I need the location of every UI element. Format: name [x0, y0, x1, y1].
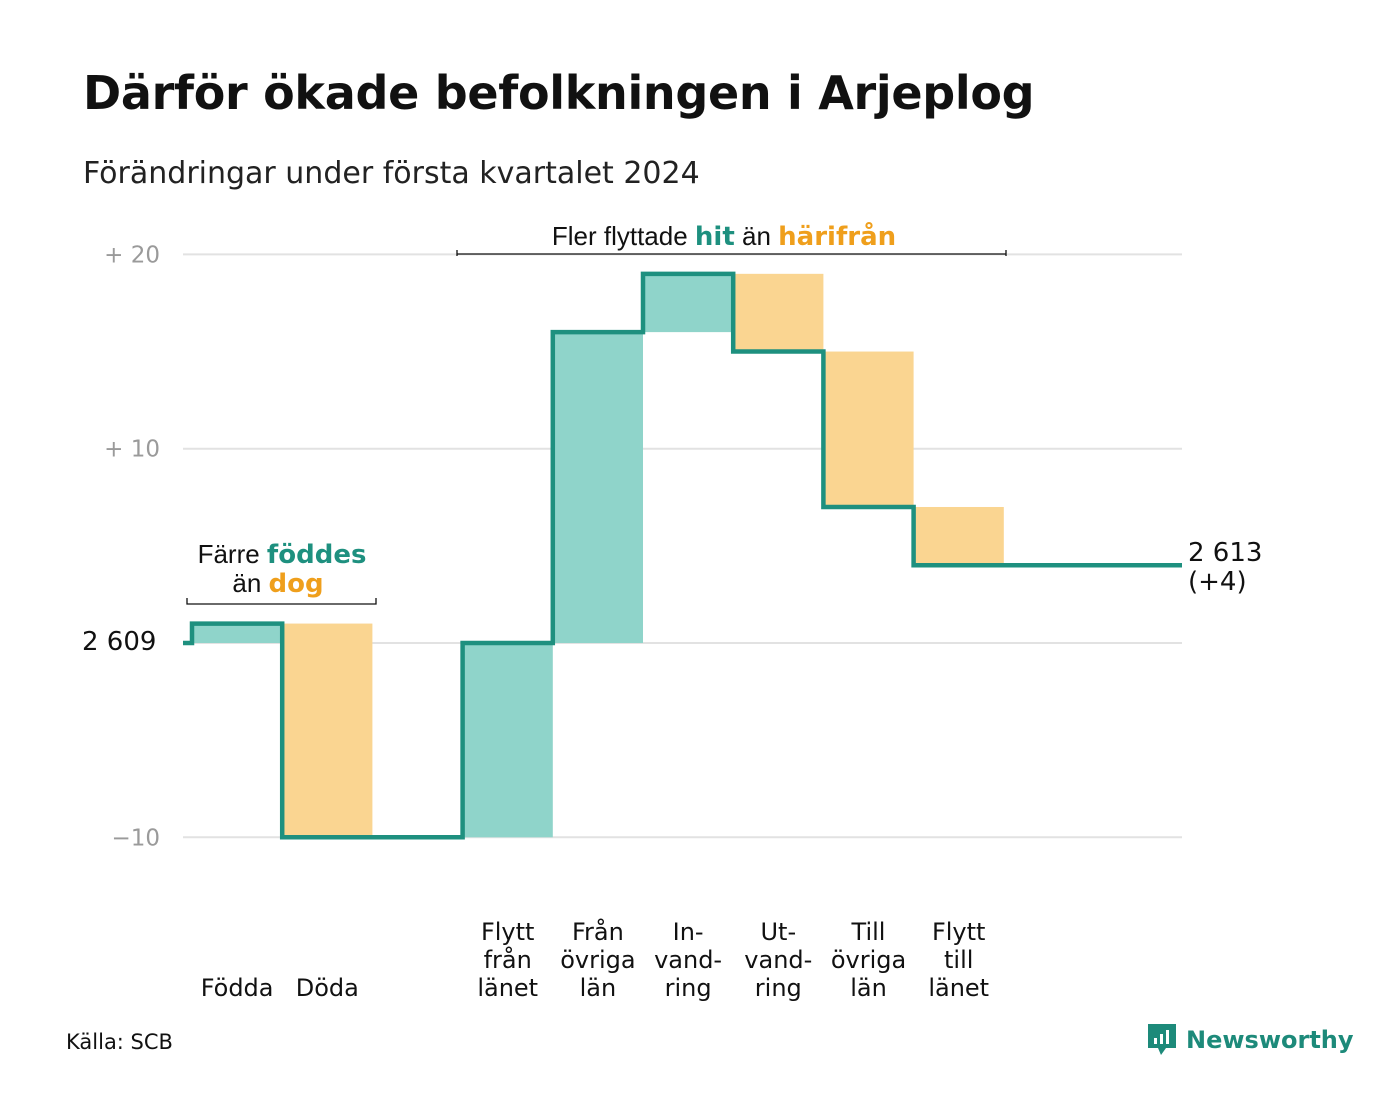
bar	[552, 332, 643, 643]
category-label: Flytt	[481, 918, 535, 946]
category-label: In-	[673, 918, 704, 946]
start-value-label: 2 609	[82, 627, 156, 657]
annotation-migration-prefix: Fler flyttade	[552, 221, 688, 251]
step-line	[183, 271, 1182, 840]
chart-subtitle: Förändringar under första kvartalet 2024	[83, 156, 700, 191]
annotation-migration-bracket	[456, 250, 1007, 256]
annotation-births-deaths: Färre föddes än dog	[186, 539, 377, 605]
category-label: från	[484, 945, 532, 974]
category-label: Döda	[296, 974, 359, 1002]
category-label: till	[944, 946, 973, 974]
bar	[913, 506, 1004, 566]
bar	[192, 623, 283, 643]
bar	[462, 643, 553, 838]
category-label: vand-	[654, 946, 722, 974]
bar	[823, 351, 914, 507]
source-note: Källa: SCB	[66, 1030, 173, 1054]
category-label: länet	[477, 974, 538, 1002]
category-label: Födda	[201, 974, 274, 1002]
chart-title: Därför ökade befolkningen i Arjeplog	[83, 66, 1035, 120]
bar	[282, 623, 373, 838]
category-label: Till	[851, 918, 886, 946]
category-label: övriga	[560, 946, 635, 974]
y-tick-label: + 20	[104, 242, 160, 268]
bar	[643, 273, 734, 333]
brand-name: Newsworthy	[1186, 1026, 1354, 1054]
bar	[733, 273, 824, 352]
y-tick-labels: + 20 + 10 −10	[104, 242, 160, 851]
category-label: Flytt	[932, 918, 986, 946]
bars	[192, 273, 1004, 838]
category-label: övriga	[831, 946, 906, 974]
annotation-migration: Fler flyttade hit än härifrån	[456, 220, 1007, 256]
annotation-migration-text: Fler flyttade hit än härifrån	[552, 220, 896, 252]
step-line-group	[183, 271, 1182, 840]
annotation-births-green: föddes	[267, 540, 367, 570]
end-change-label: (+4)	[1188, 567, 1247, 597]
annotation-births-line2: än dog	[232, 568, 323, 599]
annotation-births-prefix: Färre	[198, 539, 260, 569]
annotation-births-line1: Färre föddes	[198, 539, 367, 570]
category-label: Från	[572, 917, 624, 946]
category-label: vand-	[744, 946, 812, 974]
annotation-births-line2-prefix: än	[232, 568, 261, 598]
category-label: Ut-	[760, 918, 796, 946]
newsworthy-logo[interactable]: Newsworthy	[1146, 1022, 1354, 1058]
end-value-label: 2 613	[1188, 538, 1262, 568]
annotation-births-bracket	[186, 598, 377, 605]
category-labels: Födda DödaFlyttfrånlänetFrånövrigalänIn-v…	[201, 917, 989, 1002]
annotation-births-orange: dog	[269, 569, 324, 599]
annotation-migration-green: hit	[695, 222, 735, 252]
category-label: län	[850, 974, 887, 1002]
annotation-migration-orange: härifrån	[778, 220, 896, 252]
category-label: ring	[755, 974, 802, 1002]
category-label: län	[580, 974, 617, 1002]
category-label: ring	[665, 974, 712, 1002]
y-tick-label: + 10	[104, 437, 160, 463]
category-label: länet	[928, 974, 989, 1002]
annotation-migration-middle: än	[742, 221, 771, 251]
y-tick-label: −10	[111, 825, 160, 851]
newsworthy-icon	[1148, 1024, 1176, 1055]
